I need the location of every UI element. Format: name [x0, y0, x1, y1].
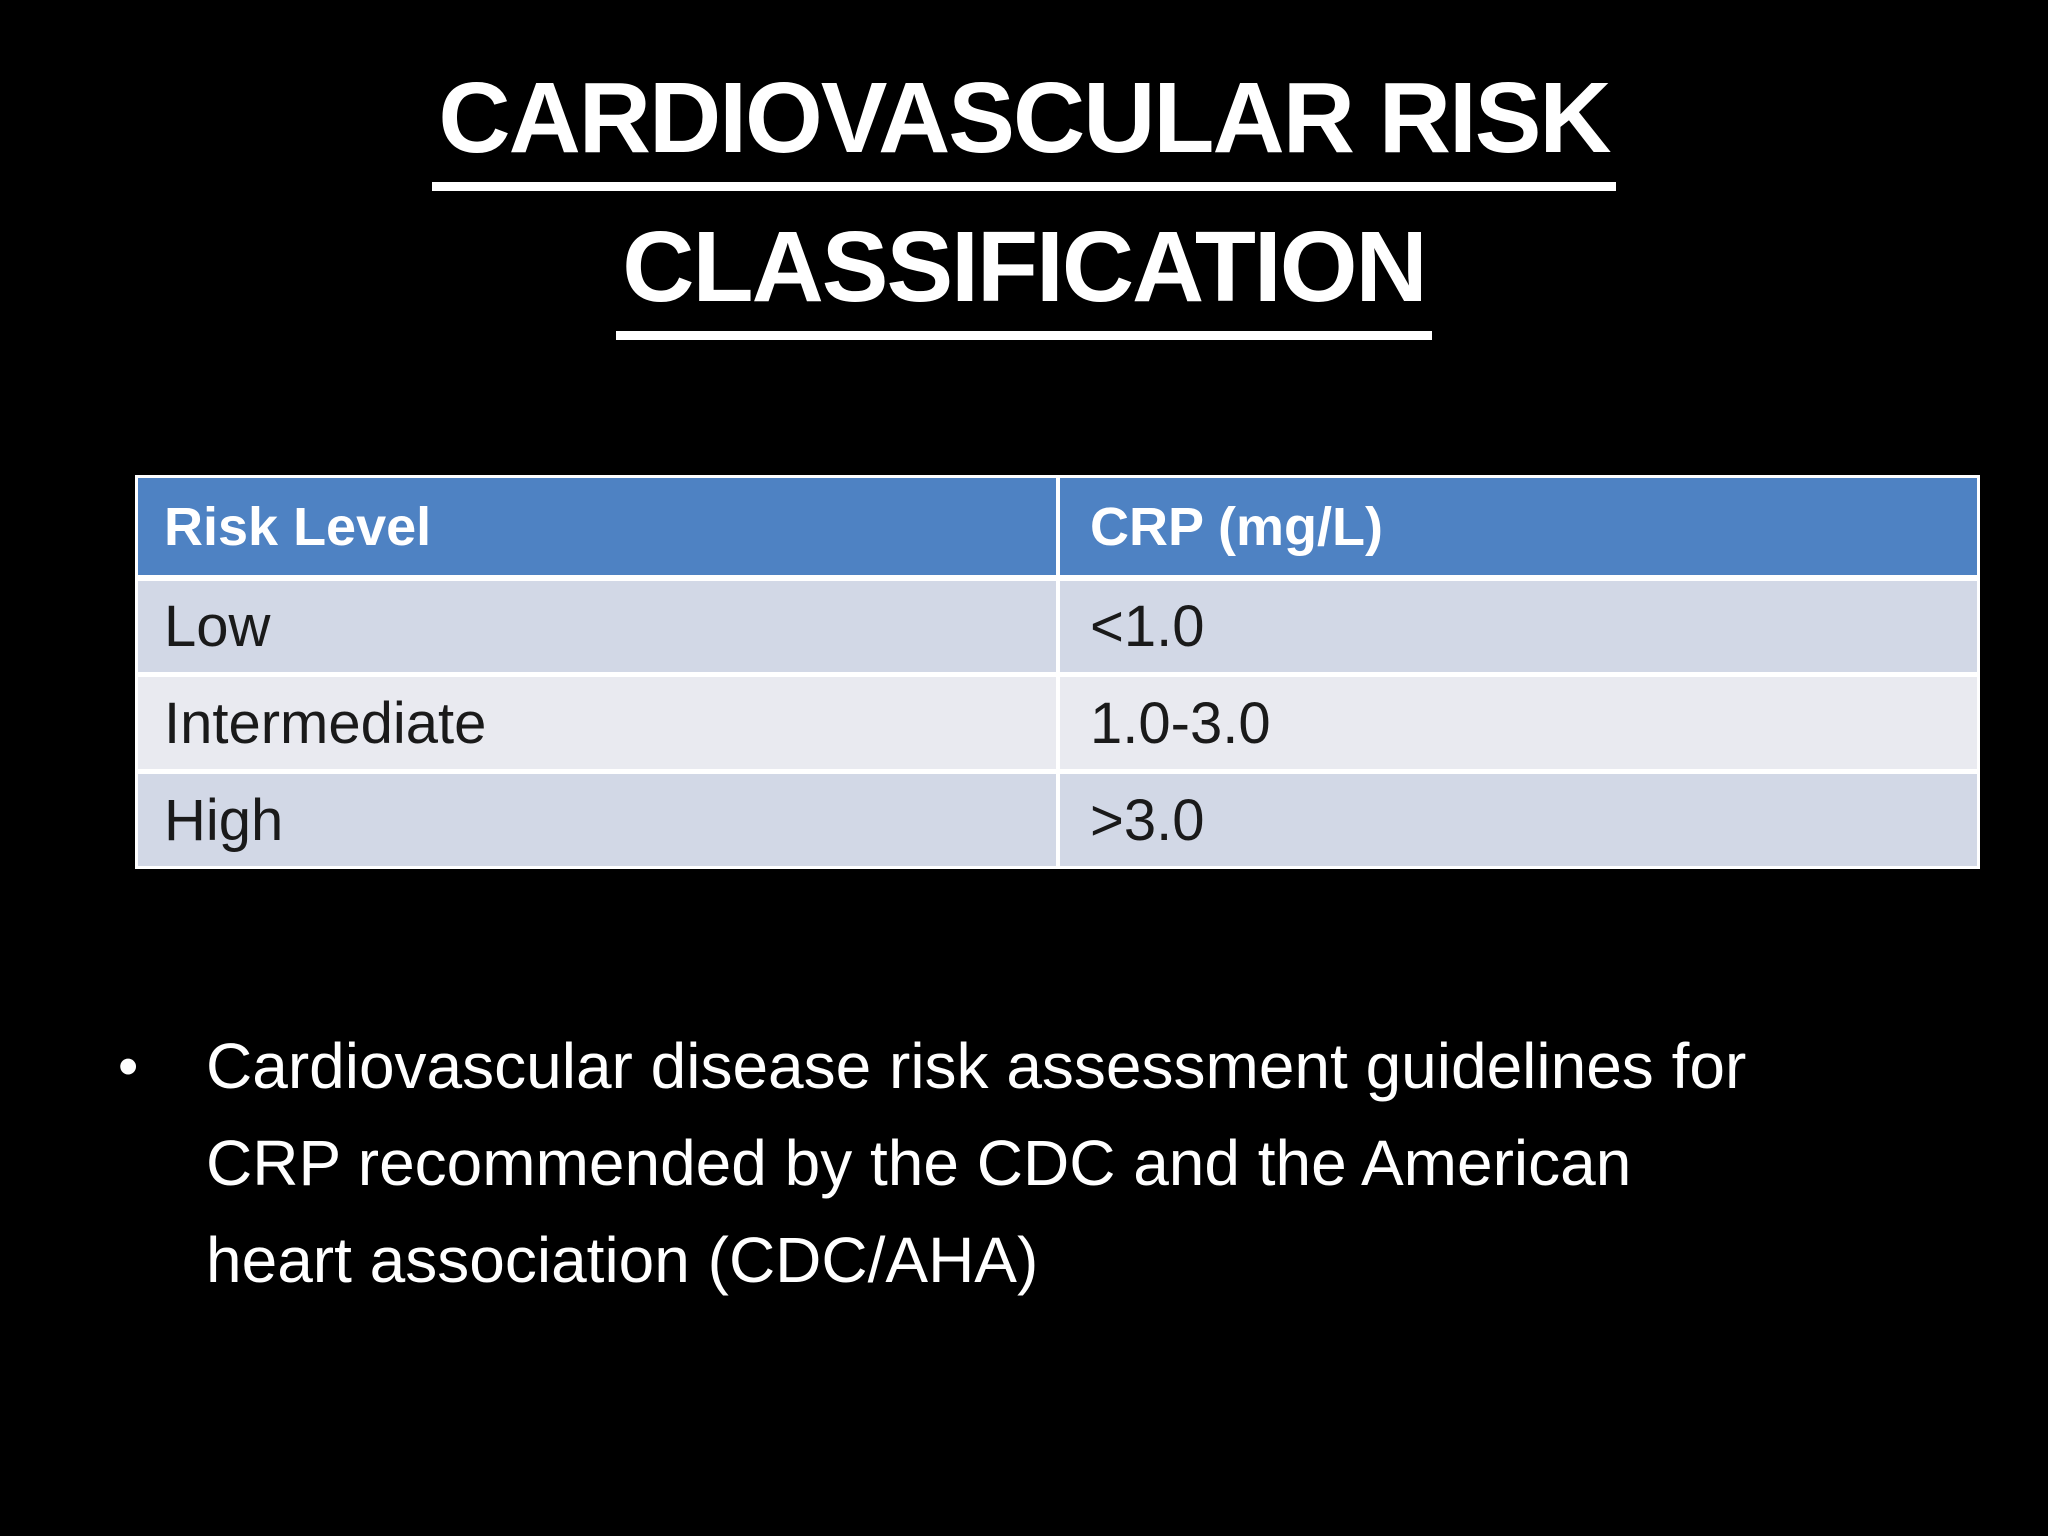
slide-title: CARDIOVASCULAR RISK CLASSIFICATION: [0, 68, 2048, 366]
bullet-marker: •: [118, 1034, 139, 1099]
table-cell-crp-value: >3.0: [1056, 774, 1977, 866]
table-row-intermediate: Intermediate 1.0-3.0: [138, 672, 1977, 769]
bullet-text-line-3: heart association (CDC/AHA): [206, 1224, 1039, 1296]
table-header-crp: CRP (mg/L): [1056, 478, 1977, 575]
bullet-note: • Cardiovascular disease risk assessment…: [118, 1018, 1908, 1309]
table-row-high: High >3.0: [138, 769, 1977, 866]
table-cell-risk-level: Low: [164, 594, 271, 659]
table-row-low: Low <1.0: [138, 575, 1977, 672]
bullet-text: Cardiovascular disease risk assessment g…: [206, 1018, 1908, 1309]
table-cell-risk-level: Intermediate: [164, 690, 487, 756]
table-cell-crp-value: <1.0: [1056, 581, 1977, 672]
risk-classification-table: Risk Level CRP (mg/L) Low <1.0 Intermedi…: [135, 475, 1980, 869]
bullet-text-line-2: CRP recommended by the CDC and the Ameri…: [206, 1127, 1632, 1199]
table-header-risk-level: Risk Level: [164, 496, 432, 557]
table-cell-risk-level: High: [164, 787, 284, 853]
title-line-2: CLASSIFICATION: [616, 217, 1432, 340]
title-line-1: CARDIOVASCULAR RISK: [432, 68, 1616, 191]
bullet-text-line-1: Cardiovascular disease risk assessment g…: [206, 1030, 1747, 1102]
table-header-row: Risk Level CRP (mg/L): [138, 478, 1977, 575]
table-cell-crp-value: 1.0-3.0: [1056, 677, 1977, 769]
